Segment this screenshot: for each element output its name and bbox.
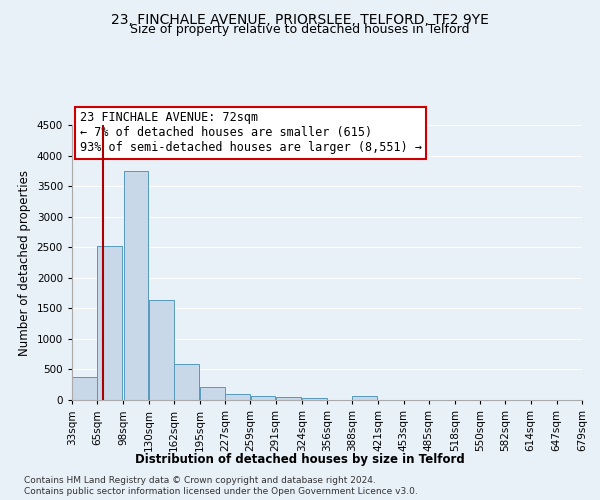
Text: Contains public sector information licensed under the Open Government Licence v3: Contains public sector information licen… bbox=[24, 488, 418, 496]
Bar bbox=[251, 396, 275, 400]
Bar bbox=[226, 394, 250, 400]
Bar bbox=[97, 246, 122, 400]
Bar bbox=[124, 172, 148, 400]
Bar bbox=[149, 300, 173, 400]
Bar bbox=[72, 378, 97, 400]
Text: 23, FINCHALE AVENUE, PRIORSLEE, TELFORD, TF2 9YE: 23, FINCHALE AVENUE, PRIORSLEE, TELFORD,… bbox=[111, 12, 489, 26]
Text: Size of property relative to detached houses in Telford: Size of property relative to detached ho… bbox=[130, 24, 470, 36]
Bar bbox=[276, 397, 301, 400]
Bar bbox=[200, 386, 225, 400]
Bar bbox=[352, 396, 377, 400]
Text: Distribution of detached houses by size in Telford: Distribution of detached houses by size … bbox=[135, 452, 465, 466]
Text: Contains HM Land Registry data © Crown copyright and database right 2024.: Contains HM Land Registry data © Crown c… bbox=[24, 476, 376, 485]
Bar bbox=[174, 364, 199, 400]
Y-axis label: Number of detached properties: Number of detached properties bbox=[18, 170, 31, 356]
Text: 23 FINCHALE AVENUE: 72sqm
← 7% of detached houses are smaller (615)
93% of semi-: 23 FINCHALE AVENUE: 72sqm ← 7% of detach… bbox=[80, 112, 422, 154]
Bar bbox=[302, 398, 327, 400]
